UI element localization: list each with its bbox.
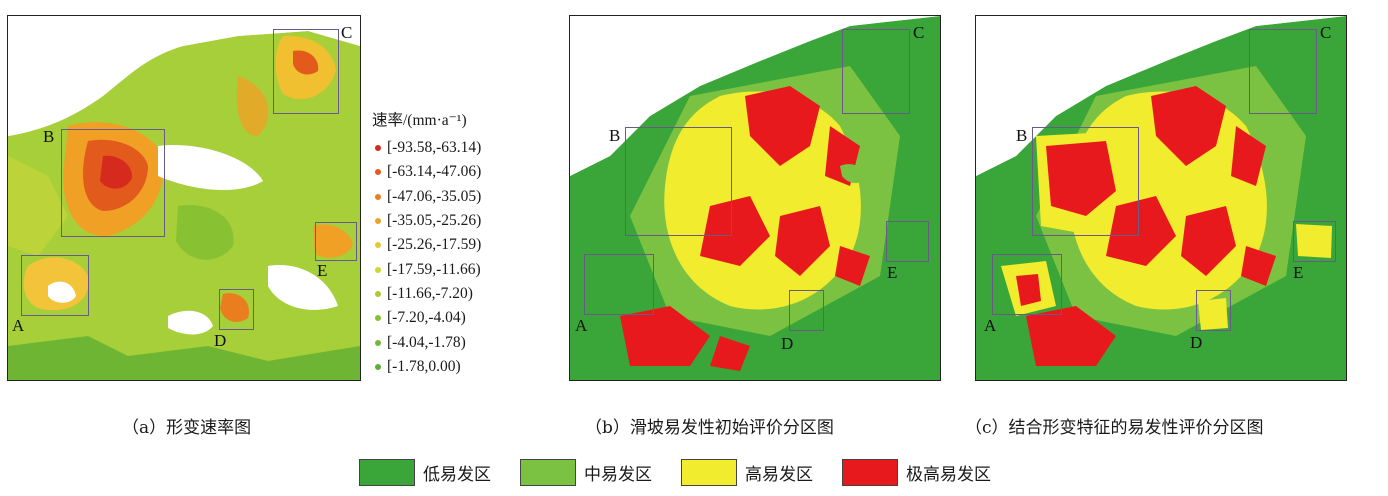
combined-susceptibility-map: A B C D E [975,15,1347,381]
box-b [1032,127,1139,236]
caption-c: （c）结合形变特征的易发性评价分区图 [965,418,1264,438]
zone-legend-item-medium: 中易发区 [520,459,652,486]
rate-class-label: [-93.58,-63.14) [387,139,482,157]
label-c: C [341,23,353,42]
rate-class-label: [-25.26,-17.59) [387,236,482,254]
rate-class-dot [375,242,381,249]
rate-legend-row: [-7.20,-4.04) [372,306,481,330]
rate-legend-row: [-47.06,-35.05) [372,185,481,209]
box-b [625,127,732,236]
box-c [1249,29,1317,114]
rate-legend-rows: [-93.58,-63.14) [-63.14,-47.06) [-47.06,-3… [372,136,481,379]
rate-legend-row: [-1.78,0.00) [372,355,481,379]
zone-legend-label: 低易发区 [423,465,491,485]
box-c [842,29,910,114]
box-a [21,255,89,316]
label-b: B [1016,126,1028,145]
initial-map-graphic [570,16,940,380]
rate-class-dot [375,266,381,273]
zone-legend-label: 高易发区 [745,465,813,485]
rate-legend-title: 速率/(mm·a⁻¹) [372,112,467,129]
deformation-rate-map: A B C D E [7,15,361,381]
label-d: D [214,331,227,350]
rate-legend-row: [-11.66,-7.20) [372,282,481,306]
label-e: E [317,261,328,280]
label-a: A [984,316,997,335]
rate-map-graphic [8,16,360,380]
rate-class-label: [-4.04,-1.78) [387,333,466,351]
zone-legend-item-very-high: 极高易发区 [842,459,991,486]
zone-legend-label: 中易发区 [584,465,652,485]
box-e [886,221,929,262]
rate-class-dot [375,339,381,346]
box-e [1293,221,1336,262]
box-b [61,129,165,237]
zone-legend-item-high: 高易发区 [681,459,813,486]
rate-class-label: [-47.06,-35.05) [387,187,482,205]
low-zone-swatch [359,459,415,486]
label-d: D [1190,333,1203,352]
initial-susceptibility-map: A B C D E [569,15,941,381]
rate-class-dot [375,290,381,297]
rate-legend-row: [-93.58,-63.14) [372,136,481,160]
zone-legend-label: 极高易发区 [906,465,991,485]
rate-legend-row: [-63.14,-47.06) [372,160,481,184]
box-a [992,254,1062,315]
label-c: C [913,23,925,42]
rate-class-dot [375,363,381,370]
box-d [1196,290,1231,331]
label-e: E [887,263,898,282]
caption-b: （b）滑坡易发性初始评价分区图 [585,418,834,438]
rate-class-label: [-17.59,-11.66) [387,260,481,278]
box-e [315,222,357,261]
box-d [219,289,254,330]
rate-class-dot [375,218,381,225]
box-d [789,290,824,331]
medium-zone-swatch [520,459,576,486]
rate-class-dot [375,193,381,200]
rate-legend: 速率/(mm·a⁻¹) [-93.58,-63.14) [-63.14,-47.0… [372,108,481,379]
label-b: B [609,126,621,145]
label-a: A [575,316,588,335]
zone-legend-item-low: 低易发区 [359,459,491,486]
label-e: E [1293,263,1304,282]
rate-class-dot [375,315,381,322]
high-zone-swatch [681,459,737,486]
rate-class-label: [-11.66,-7.20) [387,284,473,302]
rate-legend-row: [-35.05,-25.26) [372,209,481,233]
label-d: D [781,334,794,353]
label-c: C [1320,23,1332,42]
box-a [584,254,654,315]
label-a: A [12,316,25,335]
box-c [273,29,339,114]
label-b: B [43,127,55,146]
zone-legend: 低易发区 中易发区 高易发区 极高易发区 [0,459,1388,489]
rate-class-label: [-35.05,-25.26) [387,212,482,230]
combined-map-graphic [976,16,1346,380]
rate-legend-row: [-17.59,-11.66) [372,257,481,281]
caption-a: （a）形变速率图 [122,418,252,438]
rate-class-label: [-1.78,0.00) [387,357,461,375]
rate-legend-row: [-4.04,-1.78) [372,330,481,354]
rate-class-dot [375,169,381,176]
rate-class-label: [-63.14,-47.06) [387,163,482,181]
very-high-zone-swatch [842,459,898,486]
rate-class-label: [-7.20,-4.04) [387,309,466,327]
rate-legend-row: [-25.26,-17.59) [372,233,481,257]
rate-class-dot [375,145,381,152]
